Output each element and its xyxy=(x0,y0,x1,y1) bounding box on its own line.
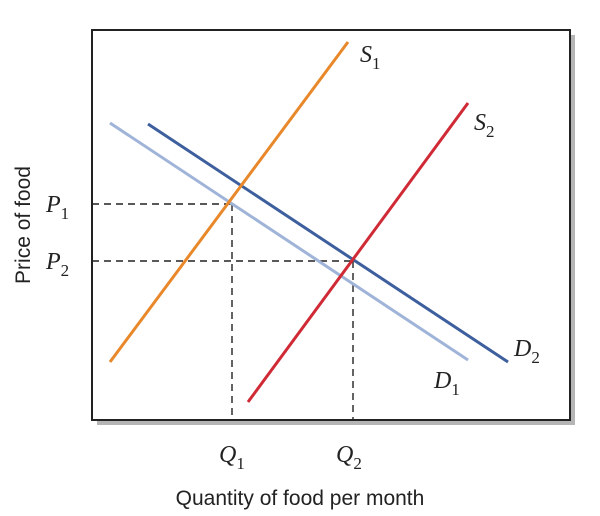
supply-label-subscript: 1 xyxy=(372,54,381,73)
y-axis-label: Price of food xyxy=(12,166,35,284)
price-label-subscript: 1 xyxy=(61,204,70,223)
quantity-label-letter: Q xyxy=(336,442,353,468)
supply-curve-1 xyxy=(108,41,350,363)
demand-label: D2 xyxy=(513,336,540,367)
supply-label-letter: S xyxy=(474,110,486,136)
supply-curve-2 xyxy=(246,102,470,403)
quantity-label: Q2 xyxy=(336,442,362,473)
demand-label-letter: D xyxy=(513,336,531,362)
demand-label: D1 xyxy=(433,368,460,399)
price-label-letter: P xyxy=(45,249,61,275)
demand-curve-1 xyxy=(109,121,469,362)
demand-label-subscript: 1 xyxy=(451,380,460,399)
quantity-label-letter: Q xyxy=(219,442,236,468)
price-label: P2 xyxy=(45,249,69,280)
frame xyxy=(91,29,571,421)
price-label-letter: P xyxy=(45,192,61,218)
quantity-label-subscript: 2 xyxy=(353,454,362,473)
quantity-label-subscript: 1 xyxy=(236,454,245,473)
supply-label-letter: S xyxy=(360,42,372,68)
quantity-label: Q1 xyxy=(219,442,245,473)
supply-label: S1 xyxy=(360,42,381,73)
supply-label-subscript: 2 xyxy=(486,122,495,141)
price-label-subscript: 2 xyxy=(61,261,70,280)
demand-label-subscript: 2 xyxy=(531,348,540,367)
demand-label-letter: D xyxy=(433,368,451,394)
x-axis-label: Quantity of food per month xyxy=(176,487,425,510)
supply-label: S2 xyxy=(474,110,495,141)
demand-curve-2 xyxy=(147,122,509,364)
price-label: P1 xyxy=(45,192,69,223)
